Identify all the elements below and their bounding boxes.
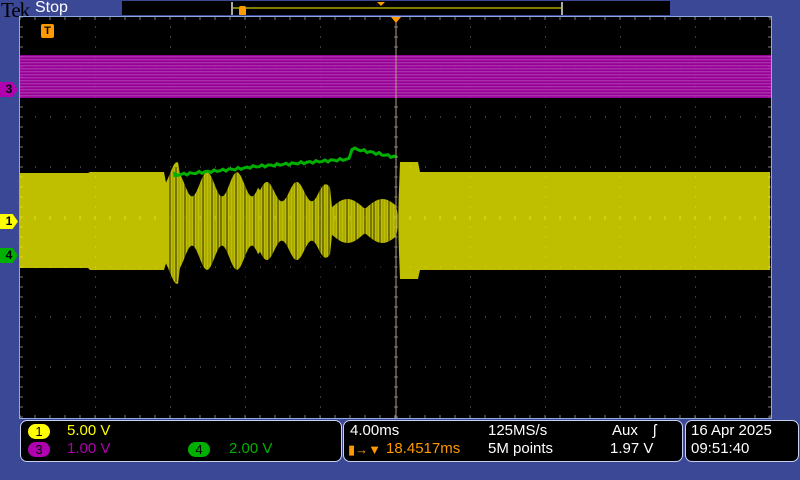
channel-4-marker[interactable]: 4 xyxy=(0,248,18,263)
trigger-source: Aux xyxy=(612,422,638,439)
channel-1-scale: 5.00 V xyxy=(67,422,111,439)
rising-edge-icon: ʃ xyxy=(653,422,657,439)
trigger-time-marker xyxy=(391,17,401,23)
channel-scales-panel[interactable]: 1 5.00 V 3 1.00 V 4 2.00 V xyxy=(20,420,342,462)
record-view[interactable] xyxy=(122,1,670,15)
trigger-level: 1.97 V xyxy=(610,440,654,457)
timebase-panel[interactable]: 4.00ms 125MS/s Aux ʃ ▮→▼ 18.4517ms 5M po… xyxy=(343,420,683,462)
sample-rate: 125MS/s xyxy=(488,422,548,439)
datetime-panel: 16 Apr 2025 09:51:40 xyxy=(685,420,799,462)
channel-1-marker[interactable]: 1 xyxy=(0,214,18,229)
waveform-display[interactable]: T xyxy=(19,16,772,419)
date: 16 Apr 2025 xyxy=(691,422,772,439)
trigger-position-marker[interactable]: T xyxy=(41,24,54,38)
trigger-position: 18.4517ms xyxy=(386,440,461,457)
channel-3-scale: 1.00 V xyxy=(67,440,111,457)
channel-3-marker[interactable]: 3 xyxy=(0,82,18,97)
channel-3-badge[interactable]: 3 xyxy=(28,442,50,457)
channel-4-scale: 2.00 V xyxy=(229,440,273,457)
channel-1-badge[interactable]: 1 xyxy=(28,424,50,439)
horizontal-scale: 4.00ms xyxy=(350,422,400,439)
record-length: 5M points xyxy=(488,440,554,457)
channel-4-waveform xyxy=(173,146,398,178)
time: 09:51:40 xyxy=(691,440,750,457)
acquisition-status: Stop xyxy=(35,0,68,16)
trigger-position-icon: ▮→▼ xyxy=(348,442,382,457)
channel-4-badge[interactable]: 4 xyxy=(188,442,210,457)
